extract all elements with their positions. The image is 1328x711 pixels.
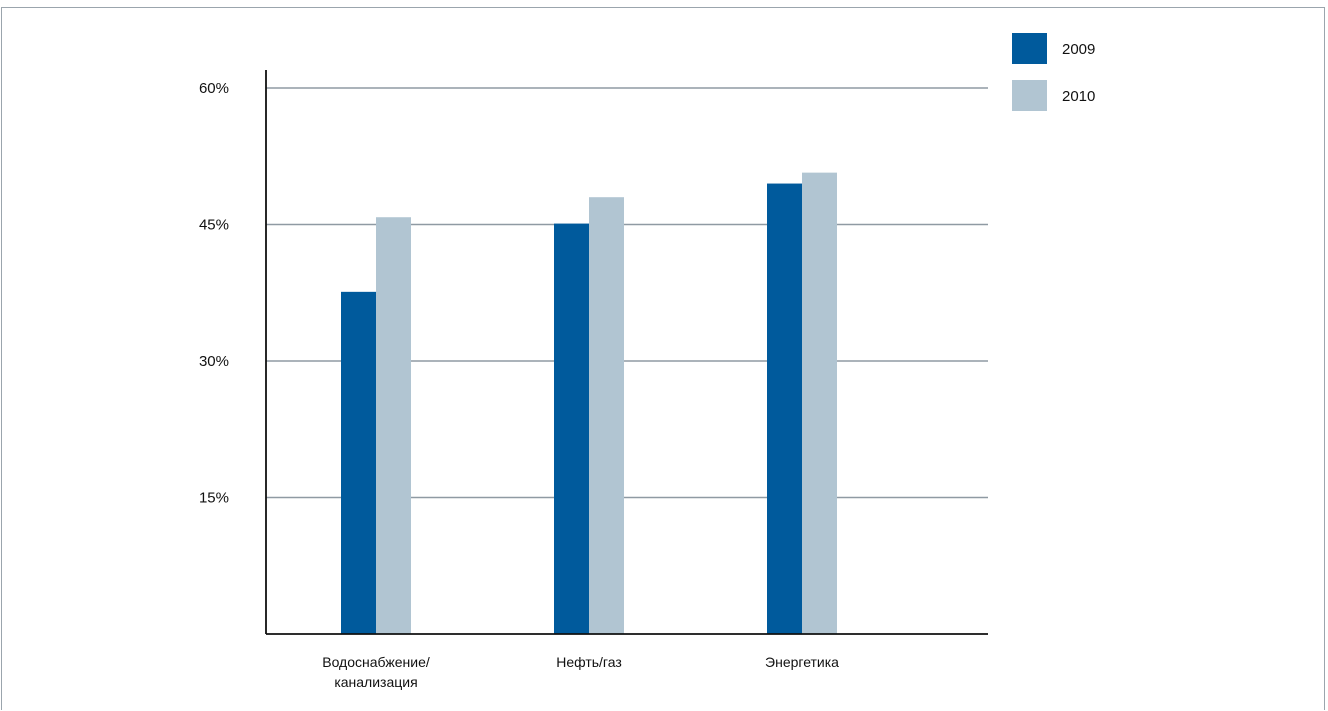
bar-2009-0 <box>341 291 376 634</box>
bars <box>341 172 837 635</box>
legend-label: 2010 <box>1062 88 1095 105</box>
y-tick-label: 60% <box>199 80 229 97</box>
y-tick-labels: 15% 30% 45% 60% <box>199 80 229 507</box>
category-labels: Водоснабжение/канализация Нефть/газ Энерге… <box>322 654 839 690</box>
legend-label: 2009 <box>1062 41 1095 58</box>
y-tick-label: 15% <box>199 490 229 507</box>
legend-swatch-2010 <box>1012 80 1047 111</box>
bar-2010-0 <box>376 217 411 634</box>
bar-2009-2 <box>767 183 802 635</box>
category-label: Энергетика <box>765 654 839 670</box>
legend: 2009 2010 <box>1012 33 1095 111</box>
bar-2010-1 <box>589 197 624 634</box>
chart-frame <box>1 7 1325 710</box>
bar-2009-1 <box>554 223 589 634</box>
y-tick-label: 45% <box>199 217 229 234</box>
axes <box>265 70 988 635</box>
legend-swatch-2009 <box>1012 33 1047 64</box>
category-label: Водоснабжение/ <box>322 654 430 670</box>
category-label: канализация <box>334 674 417 690</box>
bar-2010-2 <box>802 172 837 634</box>
y-tick-label: 30% <box>199 353 229 370</box>
category-label: Нефть/газ <box>556 654 622 670</box>
